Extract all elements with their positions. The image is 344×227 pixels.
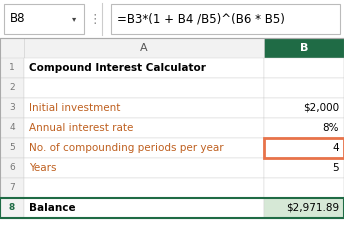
Bar — [264, 118, 344, 138]
Text: Compound Interest Calculator: Compound Interest Calculator — [29, 63, 206, 73]
Bar — [264, 158, 344, 178]
Text: 6: 6 — [9, 163, 15, 173]
Text: A: A — [140, 43, 148, 53]
Bar — [24, 158, 264, 178]
Text: ⋮: ⋮ — [89, 12, 101, 25]
Text: 5: 5 — [9, 143, 15, 153]
Text: B: B — [300, 43, 308, 53]
Text: 7: 7 — [9, 183, 15, 192]
Bar — [0, 98, 24, 118]
Text: Initial investment: Initial investment — [29, 103, 120, 113]
Text: 8: 8 — [9, 203, 15, 212]
Bar — [0, 38, 344, 218]
Bar — [0, 198, 24, 218]
Bar — [24, 38, 264, 58]
Text: =B3*(1 + B4 /B5)^(B6 * B5): =B3*(1 + B4 /B5)^(B6 * B5) — [117, 12, 285, 25]
Text: 8%: 8% — [323, 123, 339, 133]
Text: ▾: ▾ — [72, 15, 76, 24]
Bar — [0, 138, 24, 158]
Bar — [0, 0, 344, 38]
Text: 5: 5 — [332, 163, 339, 173]
Text: Balance: Balance — [29, 203, 76, 213]
Bar — [264, 38, 344, 58]
Bar — [264, 198, 344, 218]
Bar — [0, 198, 344, 218]
Bar — [264, 138, 344, 158]
Bar — [264, 98, 344, 118]
Text: $2,971.89: $2,971.89 — [286, 203, 339, 213]
Text: Annual interest rate: Annual interest rate — [29, 123, 133, 133]
Bar — [24, 98, 264, 118]
Bar — [0, 158, 24, 178]
Text: 4: 4 — [9, 123, 15, 133]
Bar — [0, 78, 24, 98]
Bar — [0, 38, 24, 58]
Bar — [0, 178, 24, 198]
Text: B8: B8 — [10, 12, 25, 25]
Bar — [4, 4, 84, 34]
Bar — [264, 78, 344, 98]
Text: $2,000: $2,000 — [303, 103, 339, 113]
Text: Years: Years — [29, 163, 56, 173]
Bar — [24, 78, 264, 98]
Bar — [264, 178, 344, 198]
Bar — [24, 58, 264, 78]
Bar — [24, 198, 264, 218]
Bar — [111, 4, 340, 34]
Text: 1: 1 — [9, 64, 15, 72]
Bar — [264, 138, 344, 158]
Bar — [24, 138, 264, 158]
Bar — [264, 58, 344, 78]
Text: 2: 2 — [9, 84, 15, 92]
Bar — [24, 178, 264, 198]
Bar — [24, 118, 264, 138]
Text: 3: 3 — [9, 104, 15, 113]
Text: 4: 4 — [332, 143, 339, 153]
Bar — [0, 58, 24, 78]
Text: No. of compounding periods per year: No. of compounding periods per year — [29, 143, 224, 153]
Bar — [0, 118, 24, 138]
